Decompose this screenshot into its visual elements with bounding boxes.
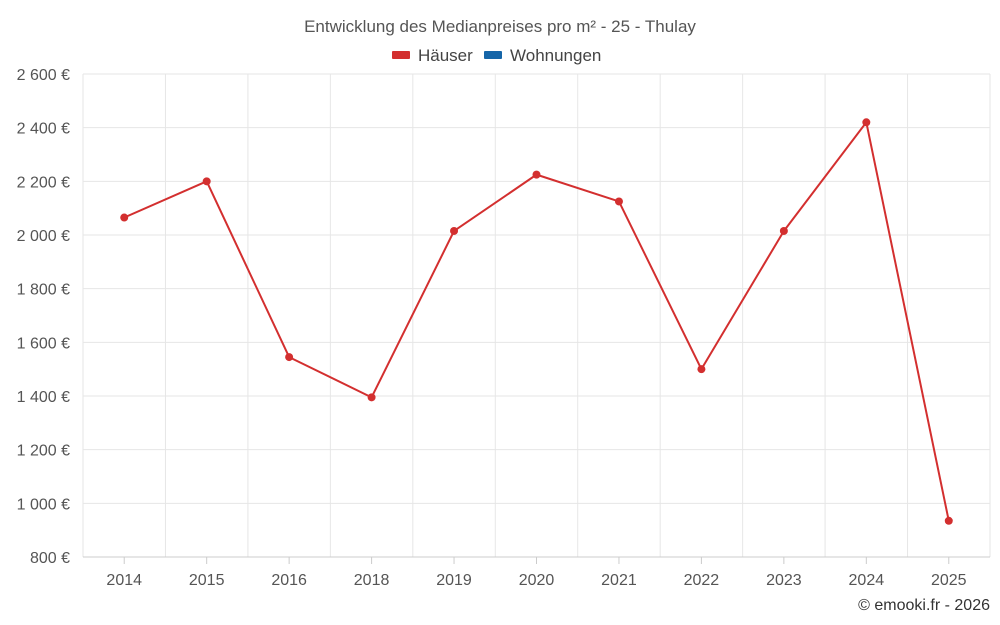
legend-swatch-wohnungen (484, 51, 502, 59)
legend-item-wohnungen[interactable]: Wohnungen (484, 46, 601, 65)
x-tick-label: 2021 (601, 572, 637, 589)
credit-text: © emooki.fr - 2026 (858, 597, 990, 614)
legend: Häuser Wohnungen (392, 46, 601, 65)
y-tick-label: 1 200 € (17, 443, 70, 460)
data-point-haeuser[interactable] (944, 516, 953, 525)
data-point-haeuser[interactable] (202, 177, 211, 186)
x-tick-label: 2025 (931, 572, 967, 589)
y-tick-label: 1 800 € (17, 282, 70, 299)
y-tick-label: 2 200 € (17, 174, 70, 191)
data-point-haeuser[interactable] (862, 118, 871, 127)
chart-title: Entwicklung des Medianpreises pro m² - 2… (304, 17, 696, 36)
y-tick-label: 2 600 € (17, 67, 70, 84)
grid (82, 73, 991, 557)
y-axis: 800 € 1 000 € 1 200 € 1 400 € 1 600 € 1 800 €… (17, 67, 70, 567)
x-tick-label: 2023 (766, 572, 802, 589)
x-axis: 2014 2015 2016 2018 2019 2020 2021 2022 2023 2024… (83, 556, 990, 589)
x-tick-label: 2022 (684, 572, 720, 589)
legend-label-wohnungen: Wohnungen (510, 46, 601, 65)
data-point-haeuser[interactable] (450, 226, 459, 235)
x-tick-label: 2015 (189, 572, 225, 589)
x-tick-label: 2016 (271, 572, 307, 589)
x-tick-label: 2018 (354, 572, 390, 589)
data-point-haeuser[interactable] (779, 226, 788, 235)
data-point-haeuser[interactable] (285, 353, 294, 362)
y-tick-label: 2 000 € (17, 228, 70, 245)
y-tick-label: 800 € (30, 550, 70, 567)
data-point-haeuser[interactable] (120, 213, 129, 222)
y-tick-label: 2 400 € (17, 121, 70, 138)
data-point-haeuser[interactable] (697, 365, 706, 374)
series-haeuser (120, 118, 953, 525)
legend-label-haeuser: Häuser (418, 46, 473, 65)
x-tick-label: 2024 (849, 572, 885, 589)
y-tick-label: 1 000 € (17, 496, 70, 513)
x-tick-label: 2019 (436, 572, 472, 589)
data-point-haeuser[interactable] (367, 393, 376, 402)
x-tick-label: 2020 (519, 572, 555, 589)
y-tick-label: 1 400 € (17, 389, 70, 406)
data-point-haeuser[interactable] (532, 170, 541, 179)
x-tick-label: 2014 (106, 572, 142, 589)
y-tick-label: 1 600 € (17, 335, 70, 352)
data-point-haeuser[interactable] (614, 197, 623, 206)
legend-swatch-haeuser (392, 51, 410, 59)
legend-item-haeuser[interactable]: Häuser (392, 46, 473, 65)
